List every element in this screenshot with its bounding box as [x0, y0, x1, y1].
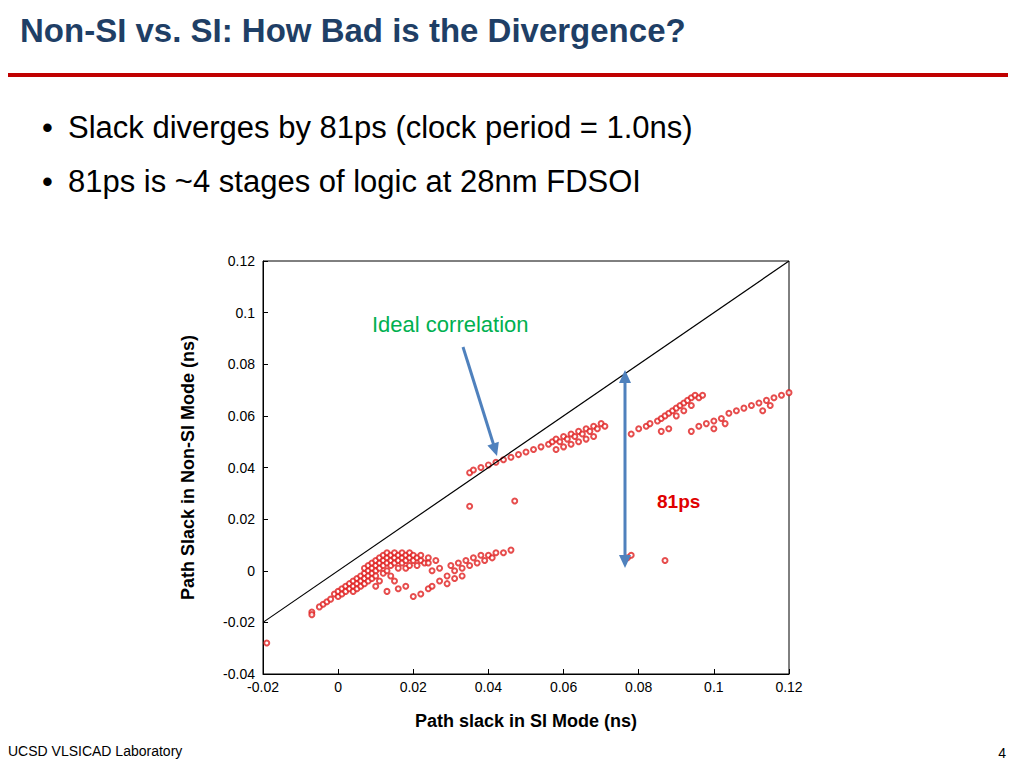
- svg-text:0.08: 0.08: [228, 356, 255, 372]
- svg-text:0.06: 0.06: [228, 408, 255, 424]
- svg-text:0.1: 0.1: [704, 679, 724, 695]
- svg-text:-0.02: -0.02: [247, 679, 279, 695]
- svg-text:-0.04: -0.04: [223, 666, 255, 682]
- svg-text:81ps: 81ps: [657, 491, 700, 512]
- svg-text:0.04: 0.04: [228, 460, 255, 476]
- svg-text:0: 0: [247, 563, 255, 579]
- svg-text:0.06: 0.06: [550, 679, 577, 695]
- html-text:Slack diverges by 81ps (clock: Slack diverges by 81ps (clock period = 1…: [68, 110, 693, 145]
- html-text:81ps is ~4 stages of logic at: 81ps is ~4 stages of logic at 28nm FDSOI: [68, 164, 641, 199]
- svg-text:0.02: 0.02: [228, 511, 255, 527]
- svg-text:0.12: 0.12: [228, 253, 255, 269]
- svg-text:-0.02: -0.02: [223, 614, 255, 630]
- svg-text:0.04: 0.04: [475, 679, 502, 695]
- html-text:4: 4: [998, 745, 1006, 761]
- svg-text:Path Slack in Non-SI Mode (ns): Path Slack in Non-SI Mode (ns): [178, 335, 198, 600]
- svg-text:0.08: 0.08: [625, 679, 652, 695]
- html-text:UCSD VLSICAD Laboratory: UCSD VLSICAD Laboratory: [8, 743, 183, 759]
- svg-text:0.1: 0.1: [236, 305, 256, 321]
- svg-text:0.12: 0.12: [775, 679, 802, 695]
- html-text:Non-SI vs. SI: How Bad is the: Non-SI vs. SI: How Bad is the Divergence…: [20, 12, 686, 49]
- svg-text:0: 0: [334, 679, 342, 695]
- svg-text:Ideal correlation: Ideal correlation: [372, 312, 529, 337]
- svg-text:Path slack in SI Mode (ns): Path slack in SI Mode (ns): [415, 711, 637, 731]
- svg-text:0.02: 0.02: [400, 679, 427, 695]
